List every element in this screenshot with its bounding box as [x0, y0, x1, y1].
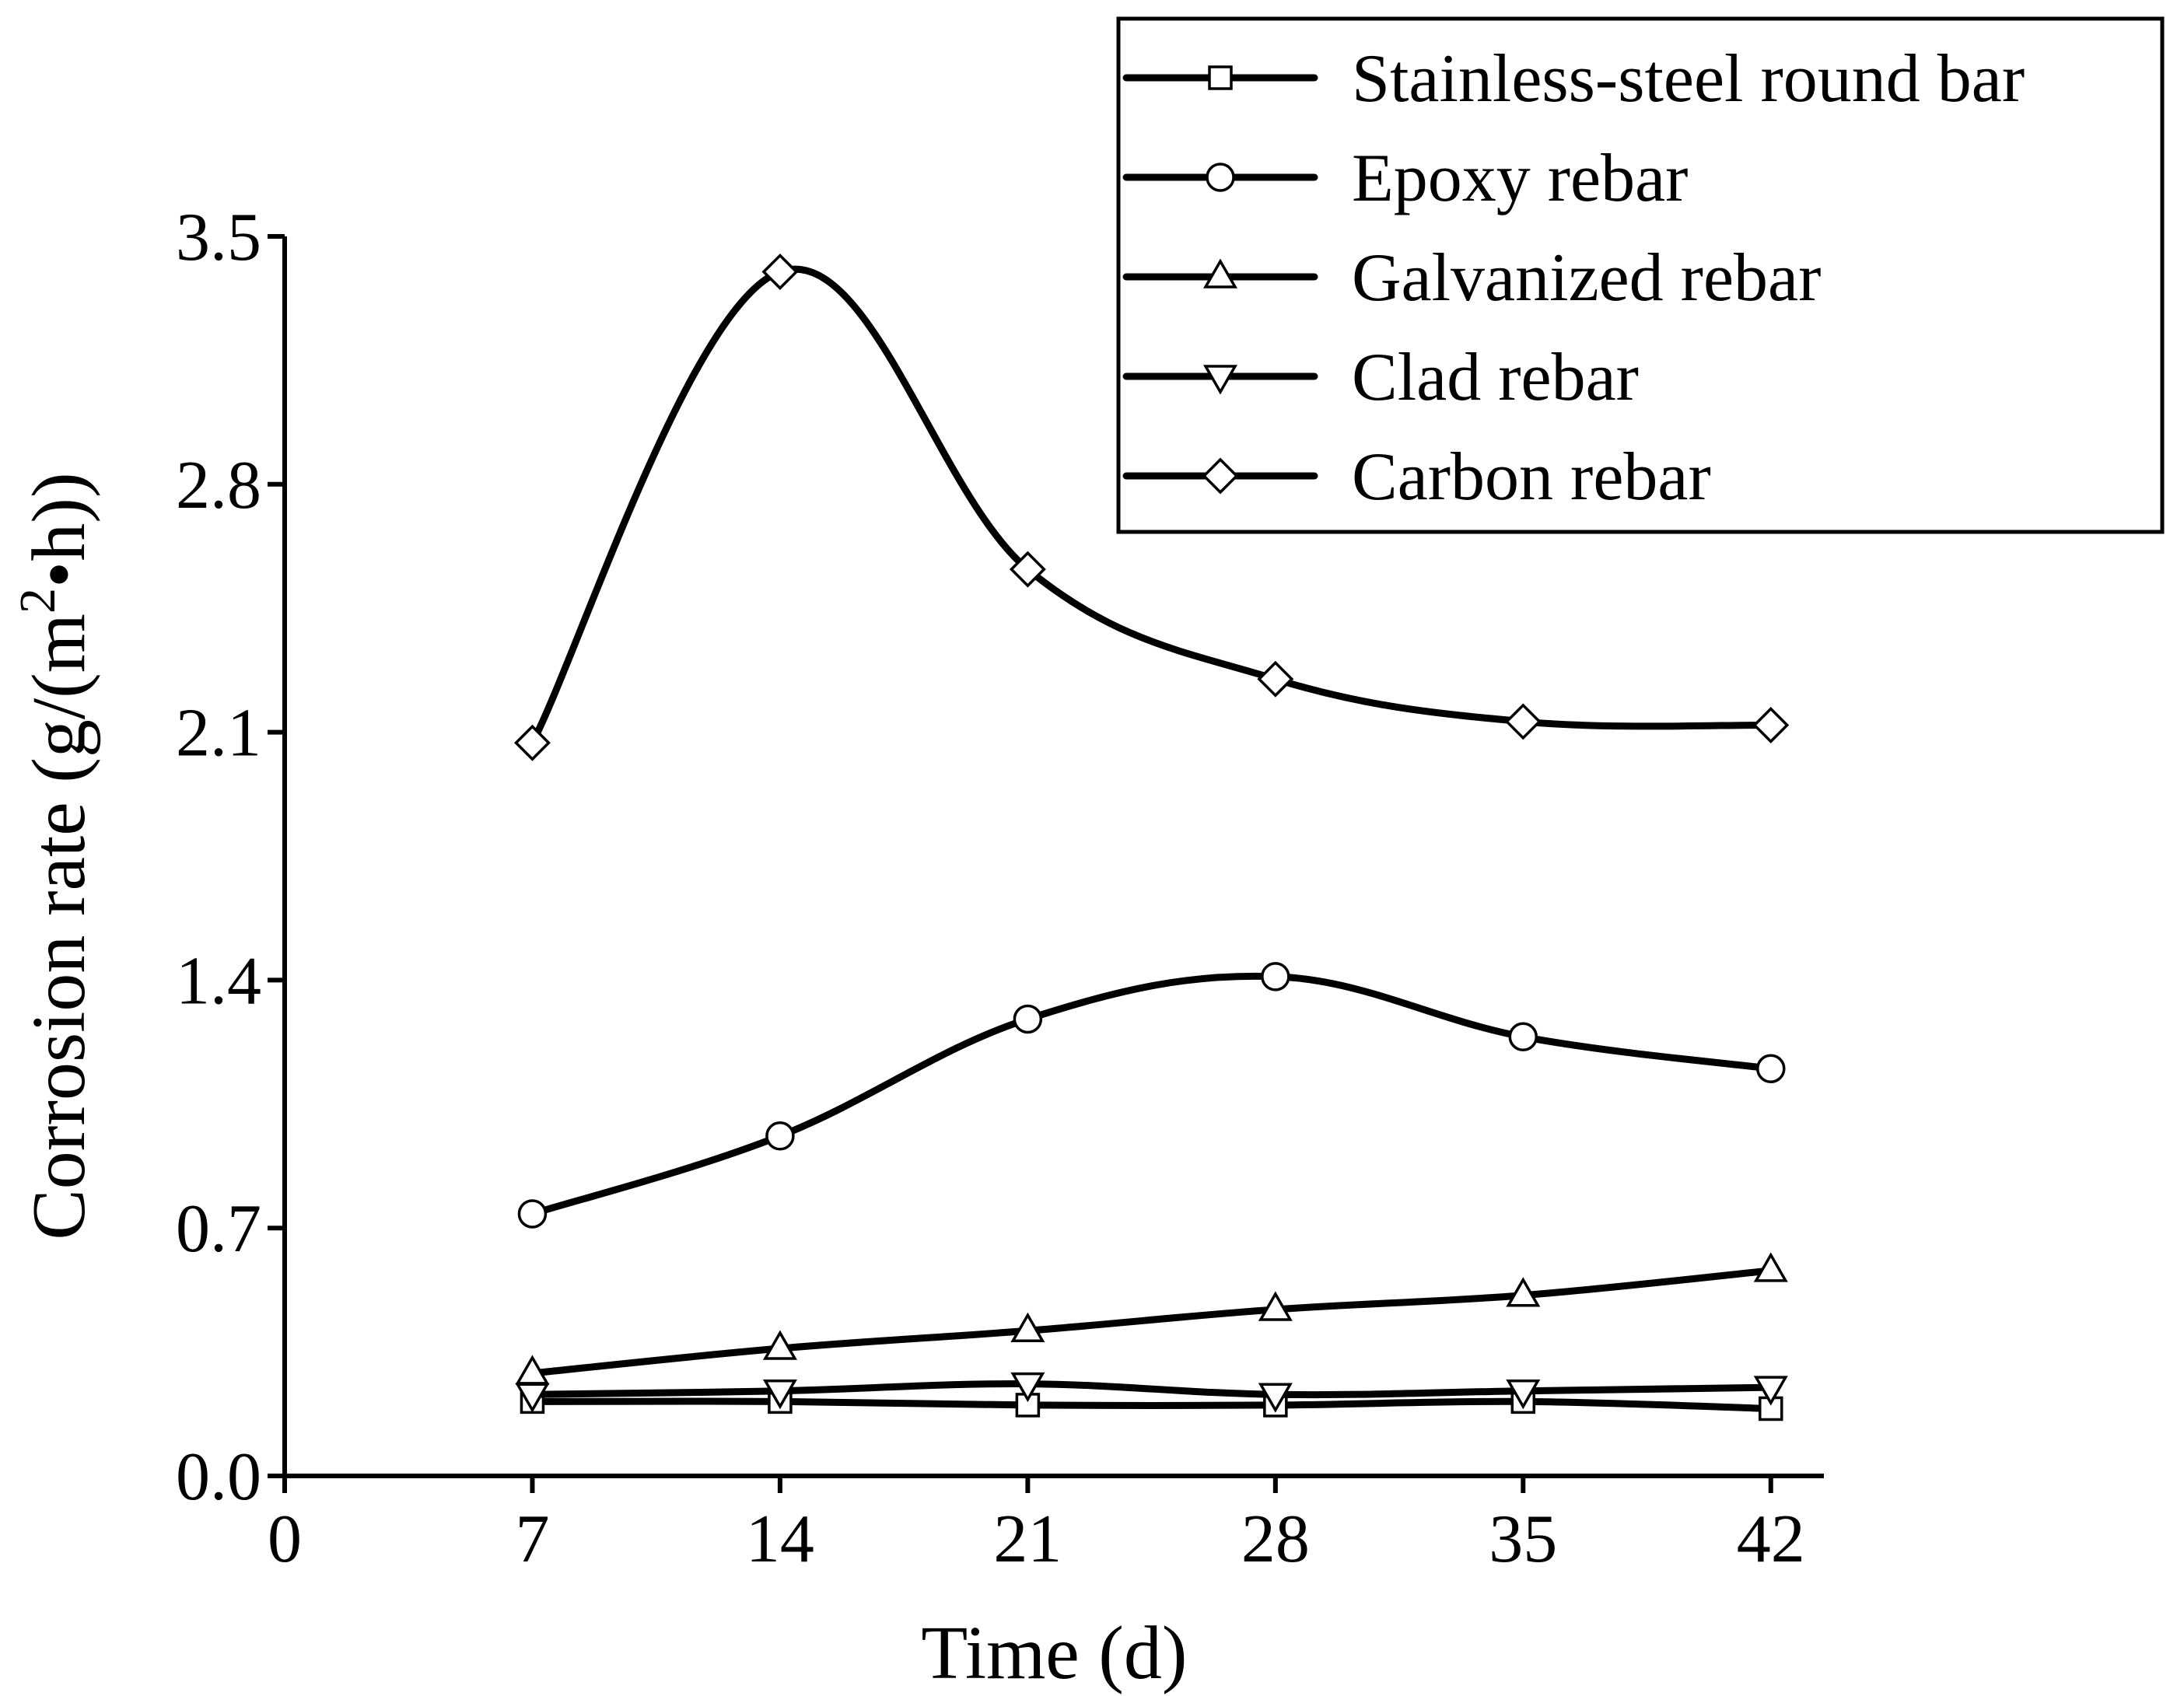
data-point-clad-rebar [1753, 1376, 1788, 1406]
data-point-epoxy-rebar [1756, 1054, 1786, 1084]
x-tick-label: 28 [1241, 1502, 1310, 1577]
data-point-clad-rebar [1506, 1379, 1541, 1410]
data-point-carbon-rebar [513, 724, 551, 761]
legend-label: Clad rebar [1352, 340, 1639, 415]
data-point-galvanized-rebar [1258, 1291, 1293, 1321]
data-point-epoxy-rebar [765, 1121, 795, 1151]
legend-item: Epoxy rebar [1122, 141, 1688, 216]
y-tick-label: 0.7 [176, 1191, 261, 1267]
data-point-carbon-rebar [1257, 660, 1294, 698]
legend-marker-swatch [1202, 258, 1238, 288]
x-tick-label: 42 [1737, 1502, 1805, 1577]
data-point-galvanized-rebar [1506, 1277, 1541, 1307]
data-point-carbon-rebar [1009, 551, 1046, 588]
legend-label: Galvanized rebar [1352, 240, 1821, 316]
y-tick-label: 2.8 [176, 448, 261, 523]
series-line-galvanized-rebar [528, 1267, 1775, 1377]
series-layer [513, 254, 1790, 1421]
y-tick-label: 0.0 [176, 1439, 261, 1515]
data-point-carbon-rebar [761, 254, 799, 291]
data-point-clad-rebar [762, 1379, 797, 1410]
x-tick-label: 21 [993, 1502, 1062, 1577]
x-tick-label: 14 [746, 1502, 814, 1577]
legend-marker-swatch [1202, 457, 1239, 495]
legend-label: Stainless-steel round bar [1352, 41, 2025, 117]
series-line-clad-rebar [528, 1380, 1775, 1399]
x-tick-label: 7 [515, 1502, 549, 1577]
y-axis-title: Corrosion rate (g/(m2•h)) [9, 472, 101, 1240]
data-point-epoxy-rebar [517, 1199, 548, 1229]
data-point-galvanized-rebar [762, 1330, 797, 1360]
legend: Stainless-steel round bar Epoxy rebar Galv… [1116, 16, 2165, 534]
y-axis-title-superscript: 2 [9, 588, 66, 614]
series-line-epoxy-rebar [528, 972, 1775, 1218]
y-axis-title-tail: •h)) [17, 472, 101, 588]
legend-item: Stainless-steel round bar [1122, 41, 2025, 117]
y-tick-label: 3.5 [176, 200, 261, 275]
legend-item: Clad rebar [1122, 340, 1639, 415]
y-axis-title-main: Corrosion rate (g/(m [17, 614, 101, 1240]
axes: 0.0 0.7 1.4 2.1 2.8 3.5 0 7 14 21 28 35 42 [176, 200, 1824, 1577]
legend-marker-swatch [1208, 65, 1233, 90]
series-epoxy-rebar [517, 962, 1786, 1229]
data-point-carbon-rebar [1504, 703, 1542, 740]
data-point-epoxy-rebar [1261, 962, 1290, 991]
data-point-clad-rebar [515, 1383, 550, 1413]
legend-label: Epoxy rebar [1352, 141, 1688, 216]
legend-item: Galvanized rebar [1122, 240, 1821, 316]
series-line-stainless-steel-round-bar [528, 1397, 1775, 1412]
legend-label: Carbon rebar [1352, 439, 1711, 515]
x-tick-label: 0 [268, 1502, 302, 1577]
series-carbon-rebar [513, 254, 1790, 761]
legend-item: Carbon rebar [1122, 439, 1711, 515]
data-point-carbon-rebar [1752, 707, 1790, 743]
data-point-epoxy-rebar [1508, 1022, 1538, 1052]
data-point-epoxy-rebar [1013, 1004, 1043, 1034]
series-galvanized-rebar [515, 1252, 1788, 1385]
y-tick-label: 2.1 [176, 696, 261, 771]
data-point-clad-rebar [1258, 1383, 1293, 1413]
data-point-clad-rebar [1010, 1372, 1045, 1403]
data-point-galvanized-rebar [1753, 1252, 1788, 1282]
legend-marker-swatch [1206, 163, 1235, 192]
y-tick-label: 1.4 [176, 943, 261, 1019]
series-clad-rebar [515, 1372, 1788, 1413]
legend-marker-swatch [1202, 365, 1238, 395]
x-axis-title: Time (d) [921, 1611, 1187, 1695]
data-point-galvanized-rebar [1010, 1312, 1045, 1343]
x-tick-label: 35 [1489, 1502, 1557, 1577]
